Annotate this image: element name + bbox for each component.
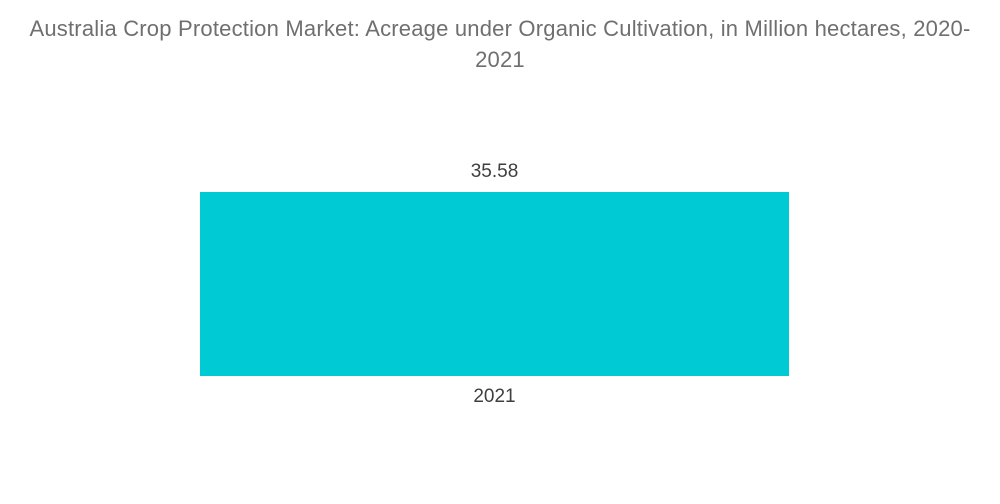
x-axis-category-label: 2021	[473, 386, 516, 407]
chart-title: Australia Crop Protection Market: Acreag…	[29, 16, 971, 72]
bar-2021	[200, 192, 789, 376]
bar-value-label: 35.58	[470, 161, 519, 182]
